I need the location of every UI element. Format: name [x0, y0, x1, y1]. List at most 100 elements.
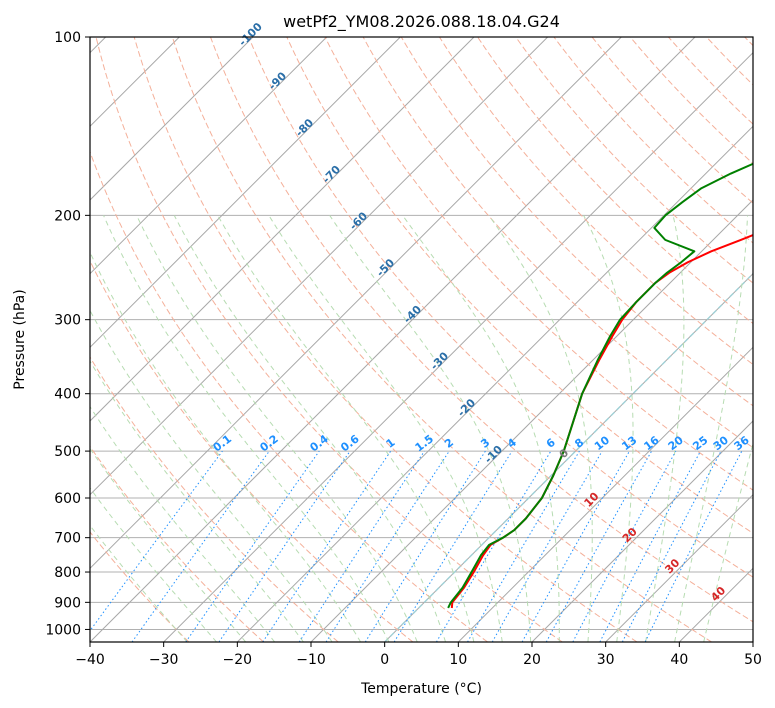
mixing-ratio-line: [90, 450, 223, 632]
x-axis-ticks: −40 −30 −20 −10 0 10 20 30 40 50: [75, 642, 762, 668]
mixing-ratio-label: 36: [732, 433, 752, 453]
dry-adiabat: [95, 37, 563, 642]
mixing-ratio-line: [325, 450, 450, 642]
mixing-ratio-label: 20: [666, 433, 686, 453]
moist-adiabat: [90, 309, 333, 642]
series-layer: [447, 162, 753, 609]
line-label-layer: 0.1 0.2 0.4 0.6 1 1.5 2 3 4 6 8 10 13 16 20 25 30 36-100-…: [211, 20, 752, 604]
moist-adiabat: [103, 215, 390, 642]
isotherm-line: [236, 125, 753, 642]
moist-adiabat: [90, 487, 217, 642]
y-axis-label: Pressure (hPa): [12, 289, 28, 389]
isotherm-line: [163, 51, 753, 642]
mixing-ratio-line: [218, 450, 351, 642]
isotherm-line: [90, 37, 622, 570]
mixing-ratio-line: [131, 450, 270, 642]
dry-adiabat: [286, 37, 753, 534]
isotherm-line: [531, 420, 753, 642]
moist-adiabat: [583, 215, 634, 642]
chart-title: wetPf2_YM08.2026.088.18.04.G24: [283, 12, 560, 32]
x-tick-label: 10: [449, 652, 467, 668]
mixing-ratio-line: [467, 450, 580, 642]
dry-adiabat-label: -40: [401, 303, 424, 326]
y-tick-label: 500: [54, 444, 81, 460]
x-tick-label: 50: [744, 652, 762, 668]
mixing-ratio-line: [435, 450, 552, 642]
dry-adiabat: [90, 150, 488, 642]
x-tick-label: 0: [380, 652, 389, 668]
mixing-ratio-label: 16: [641, 433, 661, 453]
moist-adiabat: [90, 524, 188, 642]
moist-adiabat: [488, 215, 593, 642]
mixing-ratio-label: 25: [690, 434, 710, 454]
moist-adiabat: [645, 215, 685, 642]
x-tick-label: −30: [149, 652, 179, 668]
temperature-profile-line: [450, 233, 753, 609]
y-tick-label: 900: [54, 595, 81, 611]
x-tick-label: 20: [523, 652, 541, 668]
moist-adiabat: [402, 215, 560, 642]
moist-adiabat: [268, 215, 503, 642]
dry-adiabat: [210, 37, 753, 623]
dry-adiabat: [591, 37, 753, 204]
moist-adiabat: [90, 447, 247, 642]
y-tick-label: 400: [54, 387, 81, 403]
plot-frame: [89, 36, 754, 643]
y-tick-label: 700: [54, 531, 81, 547]
dewpoint-profile-line: [447, 162, 753, 609]
dry-adiabat: [553, 37, 753, 244]
dry-adiabat-label: -90: [266, 69, 289, 92]
y-tick-label: 800: [54, 565, 81, 581]
mixing-ratio-label: 6: [544, 436, 558, 451]
dry-adiabat: [706, 37, 753, 86]
isotherm-line: [90, 37, 401, 349]
x-tick-label: −20: [223, 652, 253, 668]
dry-adiabat: [171, 37, 712, 642]
moist-adiabat: [173, 215, 447, 642]
mixing-ratio-line: [521, 450, 630, 642]
mixing-ratio-line: [298, 450, 425, 642]
isotherm-line: [90, 37, 549, 496]
mixing-ratio-label: 30: [711, 433, 731, 453]
mixing-ratio-line: [185, 450, 320, 642]
dry-adiabat: [668, 37, 753, 125]
moist-adiabat: [329, 215, 532, 642]
moist-adiabat: [136, 215, 418, 642]
dry-adiabat-label: -60: [347, 209, 370, 232]
dry-adiabat: [133, 37, 638, 642]
mixing-ratio-label: 4: [505, 436, 519, 451]
isotherm-line: [90, 37, 475, 422]
dry-adiabat-label: -50: [374, 256, 397, 279]
dry-adiabat: [400, 37, 753, 407]
zero-isotherm: [384, 272, 753, 642]
mixing-ratio-line: [545, 450, 653, 642]
dry-adiabat-label: -100: [236, 20, 265, 49]
dry-adiabat: [90, 445, 264, 642]
moist-adiabat: [90, 360, 304, 642]
isotherm-line: [605, 493, 753, 642]
y-tick-label: 600: [54, 491, 81, 507]
mixing-ratio-line: [644, 450, 743, 642]
y-tick-label: 200: [54, 208, 81, 224]
mixing-ratio-line: [572, 450, 677, 642]
isotherm-line: [457, 346, 753, 642]
dry-adiabat: [515, 37, 753, 284]
dry-adiabat: [90, 259, 414, 642]
x-tick-label: 30: [597, 652, 615, 668]
x-tick-label: −10: [296, 652, 326, 668]
isotherm-line: [752, 641, 753, 642]
moist-adiabat: [703, 441, 753, 642]
dry-adiabat-label: -30: [428, 349, 451, 372]
moist-adiabat-label: 30: [662, 556, 682, 576]
dry-adiabat-label: -80: [293, 116, 316, 139]
x-axis-label: Temperature (°C): [360, 681, 482, 697]
isotherm-line: [90, 37, 254, 201]
dry-adiabat: [744, 37, 753, 47]
mixing-ratio-label: 10: [592, 433, 612, 453]
y-tick-label: 100: [54, 30, 81, 46]
mixing-ratio-line: [393, 450, 513, 642]
dry-adiabat: [439, 37, 753, 366]
moist-adiabat: [674, 215, 748, 642]
moist-adiabat-label: 40: [708, 584, 728, 604]
